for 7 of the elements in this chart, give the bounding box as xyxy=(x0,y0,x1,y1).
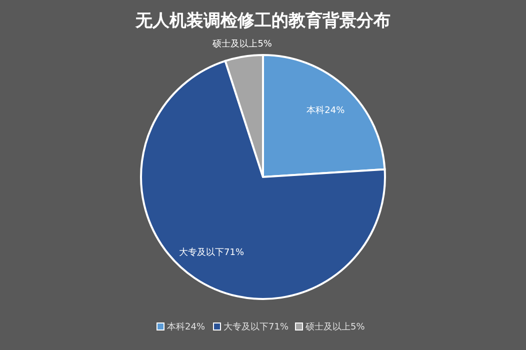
legend-label: 硕士及以上5% xyxy=(304,321,366,332)
slice-label: 本科24% xyxy=(306,104,346,116)
legend-label: 大专及以下71% xyxy=(224,321,289,332)
slice-label: 硕士及以上5% xyxy=(212,38,272,50)
slice-label: 大专及以下71% xyxy=(179,247,245,258)
chart-title: 无人机装调检修工的教育背景分布 xyxy=(134,10,390,31)
legend-label: 本科24% xyxy=(167,321,206,332)
